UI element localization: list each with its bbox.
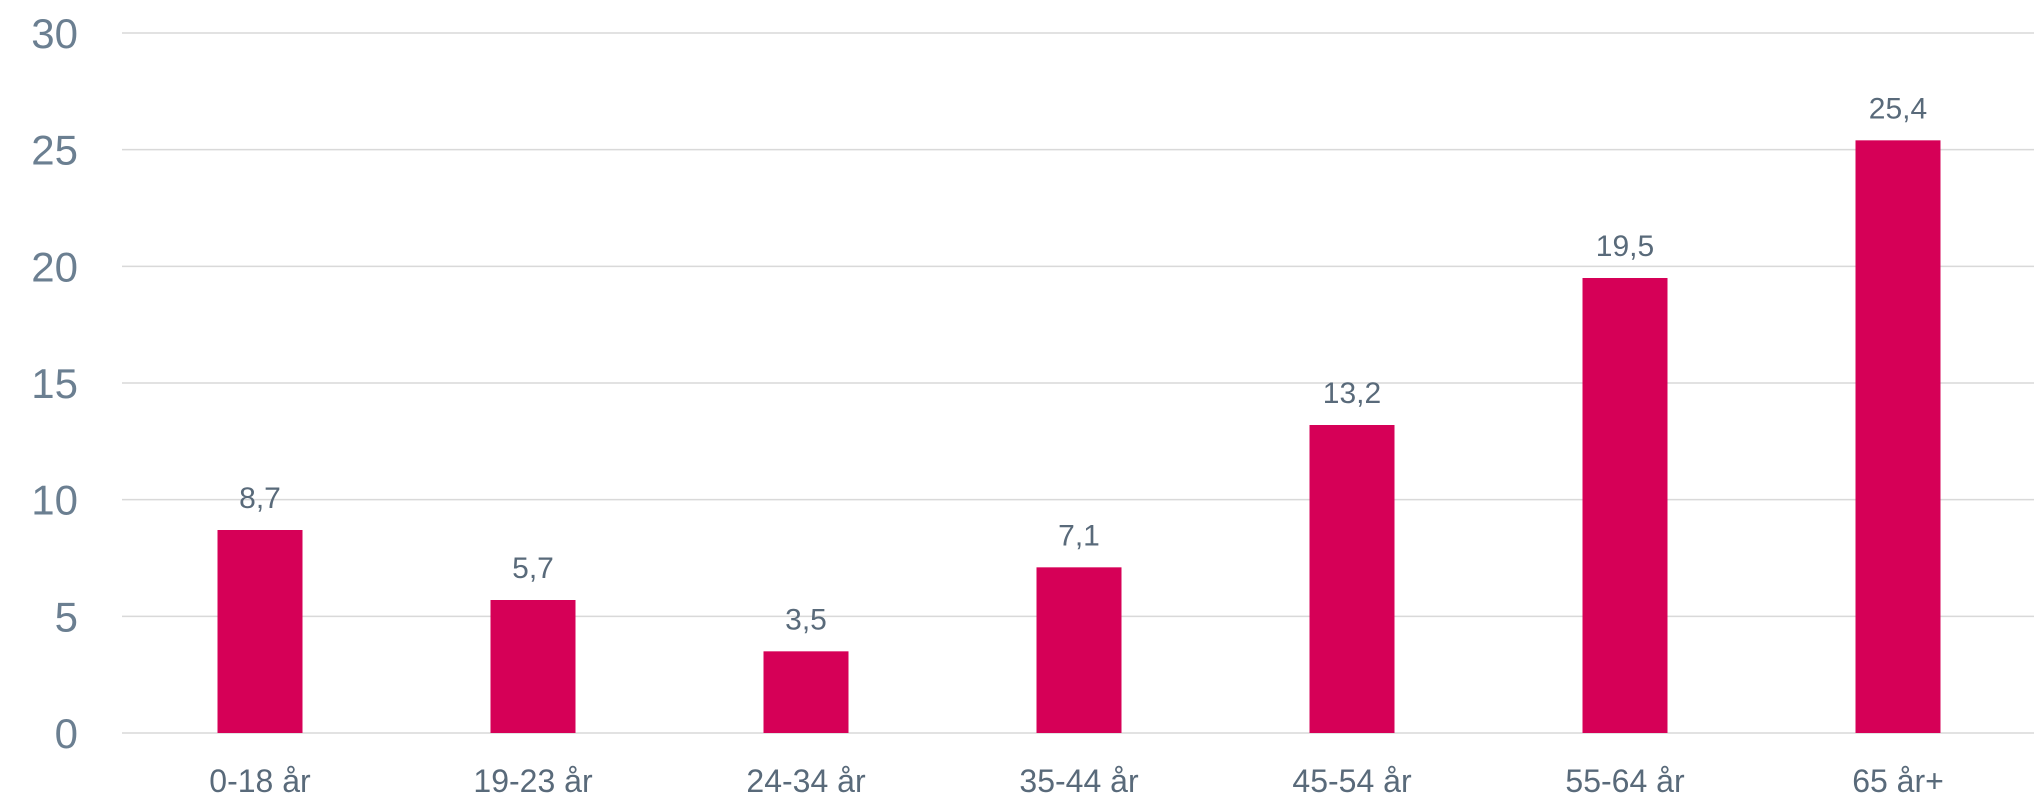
y-tick-label: 5 <box>55 593 78 640</box>
x-tick-label: 35-44 år <box>1019 763 1139 798</box>
y-tick-label: 0 <box>55 710 78 757</box>
x-axis-ticks: 0-18 år 19-23 år 24-34 år 35-44 år 45-54 år 5… <box>209 763 1944 799</box>
y-axis-ticks: 0 5 10 15 20 25 30 <box>31 10 78 757</box>
bar <box>1309 425 1395 733</box>
bar <box>1036 567 1122 733</box>
y-tick-label: 10 <box>31 477 78 524</box>
data-label: 13,2 <box>1323 377 1381 410</box>
x-tick-label: 45-54 år <box>1292 763 1412 798</box>
data-label: 8,7 <box>239 482 281 515</box>
y-tick-label: 20 <box>31 243 78 290</box>
bar <box>763 651 849 733</box>
y-tick-label: 30 <box>31 10 78 57</box>
data-label: 19,5 <box>1596 230 1654 263</box>
bar <box>217 530 303 733</box>
x-tick-label: 24-34 år <box>746 763 866 798</box>
data-label: 5,7 <box>512 552 554 585</box>
x-tick-label: 65 år+ <box>1852 763 1944 798</box>
data-label: 25,4 <box>1869 92 1927 125</box>
bar <box>1855 140 1941 734</box>
x-tick-label: 19-23 år <box>473 763 593 798</box>
bars <box>217 140 1941 734</box>
x-tick-label: 0-18 år <box>209 763 311 798</box>
data-label: 3,5 <box>785 603 827 636</box>
data-label: 7,1 <box>1058 519 1100 552</box>
bar <box>490 600 576 733</box>
y-tick-label: 15 <box>31 360 78 407</box>
data-labels: 8,7 5,7 3,5 7,1 13,2 19,5 25,4 <box>239 92 1927 636</box>
y-tick-label: 25 <box>31 127 78 174</box>
x-tick-label: 55-64 år <box>1565 763 1685 798</box>
bar <box>1582 278 1668 733</box>
gridlines <box>122 32 2034 734</box>
